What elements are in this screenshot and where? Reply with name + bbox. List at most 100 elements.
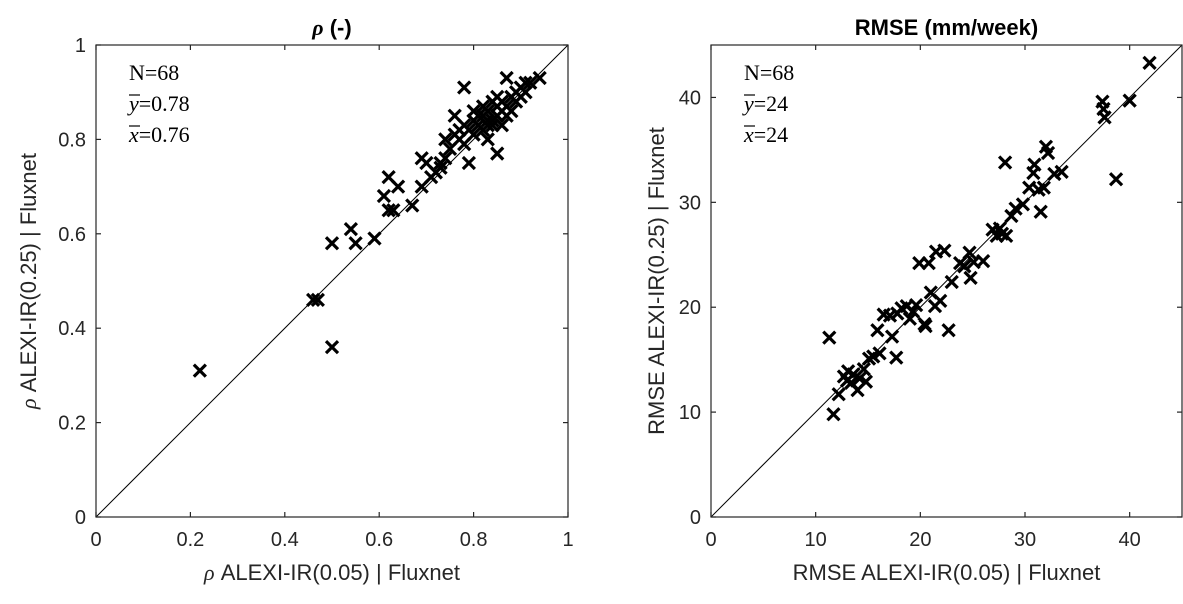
data-point [490, 146, 505, 161]
y-axis-label: ρ ALEXI-IR(0.25) | Fluxnet [16, 153, 41, 410]
data-point [1142, 55, 1157, 70]
data-point [499, 70, 514, 86]
data-point [305, 292, 321, 308]
data-point [433, 160, 448, 175]
data-point [192, 363, 207, 378]
x-tick-label: 0 [705, 529, 716, 551]
y-axis-text: RMSE ALEXI-IR(0.25) | Fluxnet [644, 127, 669, 435]
x-tick-label: 0 [90, 529, 101, 551]
data-point [381, 203, 396, 218]
y-axis-label: RMSE ALEXI-IR(0.25) | Fluxnet [644, 127, 669, 435]
stat-symbol: x [743, 122, 754, 147]
x-axis-label: RMSE ALEXI-IR(0.05) | Fluxnet [793, 560, 1101, 585]
stat-annotation: x=24 [743, 122, 788, 147]
y-tick-label: 0.8 [58, 129, 86, 151]
data-point [518, 75, 533, 90]
title-text: (-) [330, 15, 352, 40]
data-point [822, 330, 837, 345]
y-tick-label: 0 [75, 507, 86, 529]
data-point [1122, 93, 1137, 108]
data-point [962, 245, 977, 260]
data-point [884, 329, 900, 344]
data-point [348, 236, 363, 251]
x-tick-label: 0.4 [271, 529, 299, 551]
data-point [831, 387, 846, 402]
x-tick-label: 10 [805, 529, 827, 551]
y-tick-label: 0.2 [58, 413, 86, 435]
data-point [937, 243, 952, 258]
data-point [367, 231, 382, 246]
data-point [1027, 157, 1042, 172]
data-point [997, 155, 1013, 170]
data-point [324, 339, 340, 355]
y-tick-label: 0 [690, 507, 701, 529]
data-point [390, 179, 406, 194]
x-tick-label: 0.2 [176, 529, 204, 551]
plot-frame [710, 44, 1183, 518]
y-axis-symbol: ρ [16, 398, 41, 410]
stat-annotation: y=24 [742, 91, 788, 116]
y-axis-text: ALEXI-IR(0.25) | Fluxnet [16, 153, 41, 392]
data-point [963, 270, 978, 285]
y-tick-label: 30 [679, 192, 701, 214]
x-tick-label: 20 [909, 529, 931, 551]
data-point [386, 203, 401, 218]
data-point [890, 306, 905, 321]
stat-value: =24 [754, 91, 788, 116]
data-point [921, 256, 936, 271]
data-point [872, 346, 887, 361]
rmse-scatter-panel: 0 10 20 30 40 0 10 20 30 40 RMSE (mm/week) RMSE ALE… [644, 15, 1183, 585]
data-point [1036, 180, 1051, 195]
data-point [343, 221, 359, 237]
y-tick-label: 0.6 [58, 224, 86, 246]
data-point [376, 188, 392, 204]
data-point [994, 226, 1010, 241]
title-text: RMSE (mm/week) [855, 15, 1038, 40]
data-point [475, 99, 491, 114]
x-axis-text: ALEXI-IR(0.05) | Fluxnet [221, 560, 460, 585]
data-point [909, 297, 924, 313]
data-point [1004, 208, 1019, 224]
data-point [480, 132, 495, 147]
y-tick-label: 1 [75, 35, 86, 57]
data-point [457, 118, 472, 133]
data-point [856, 361, 871, 377]
data-point [438, 151, 453, 166]
data-point [457, 80, 472, 95]
data-point [499, 108, 514, 123]
x-tick-label: 0.6 [365, 529, 393, 551]
data-point [405, 198, 420, 213]
chart-title: RMSE (mm/week) [855, 15, 1038, 40]
data-point [1054, 164, 1069, 180]
data-point [490, 89, 505, 105]
y-tick-label: 10 [679, 402, 701, 424]
x-axis-text: RMSE ALEXI-IR(0.05) | Fluxnet [793, 560, 1101, 585]
data-point [523, 75, 538, 90]
data-point [933, 293, 948, 309]
plot-frame [95, 44, 569, 518]
data-point [532, 70, 547, 86]
data-point [1108, 172, 1124, 187]
data-point [461, 155, 477, 171]
rho-scatter-panel: 0 0.2 0.4 0.6 0.8 100.20.40.60.81ρ (-)ρ ALEXI… [16, 15, 574, 585]
data-point [1040, 145, 1056, 161]
stat-value: =0.78 [139, 91, 190, 116]
data-point [513, 89, 528, 105]
data-point [944, 274, 959, 290]
reference-line-y-equals-x [710, 44, 1183, 518]
stat-annotation: y=0.78 [127, 91, 190, 116]
chart-title: ρ (-) [311, 15, 351, 40]
stat-value: =24 [754, 122, 788, 147]
x-tick-label: 1 [562, 529, 573, 551]
data-point [858, 374, 874, 389]
stat-symbol: y [742, 91, 754, 116]
data-point [826, 407, 841, 422]
stat-value: =0.76 [139, 122, 190, 147]
data-point [941, 323, 956, 338]
data-point [1033, 204, 1048, 219]
stat-annotation: N=68 [744, 60, 794, 85]
data-point [1097, 110, 1112, 125]
data-point [902, 311, 917, 326]
data-point [438, 132, 453, 147]
